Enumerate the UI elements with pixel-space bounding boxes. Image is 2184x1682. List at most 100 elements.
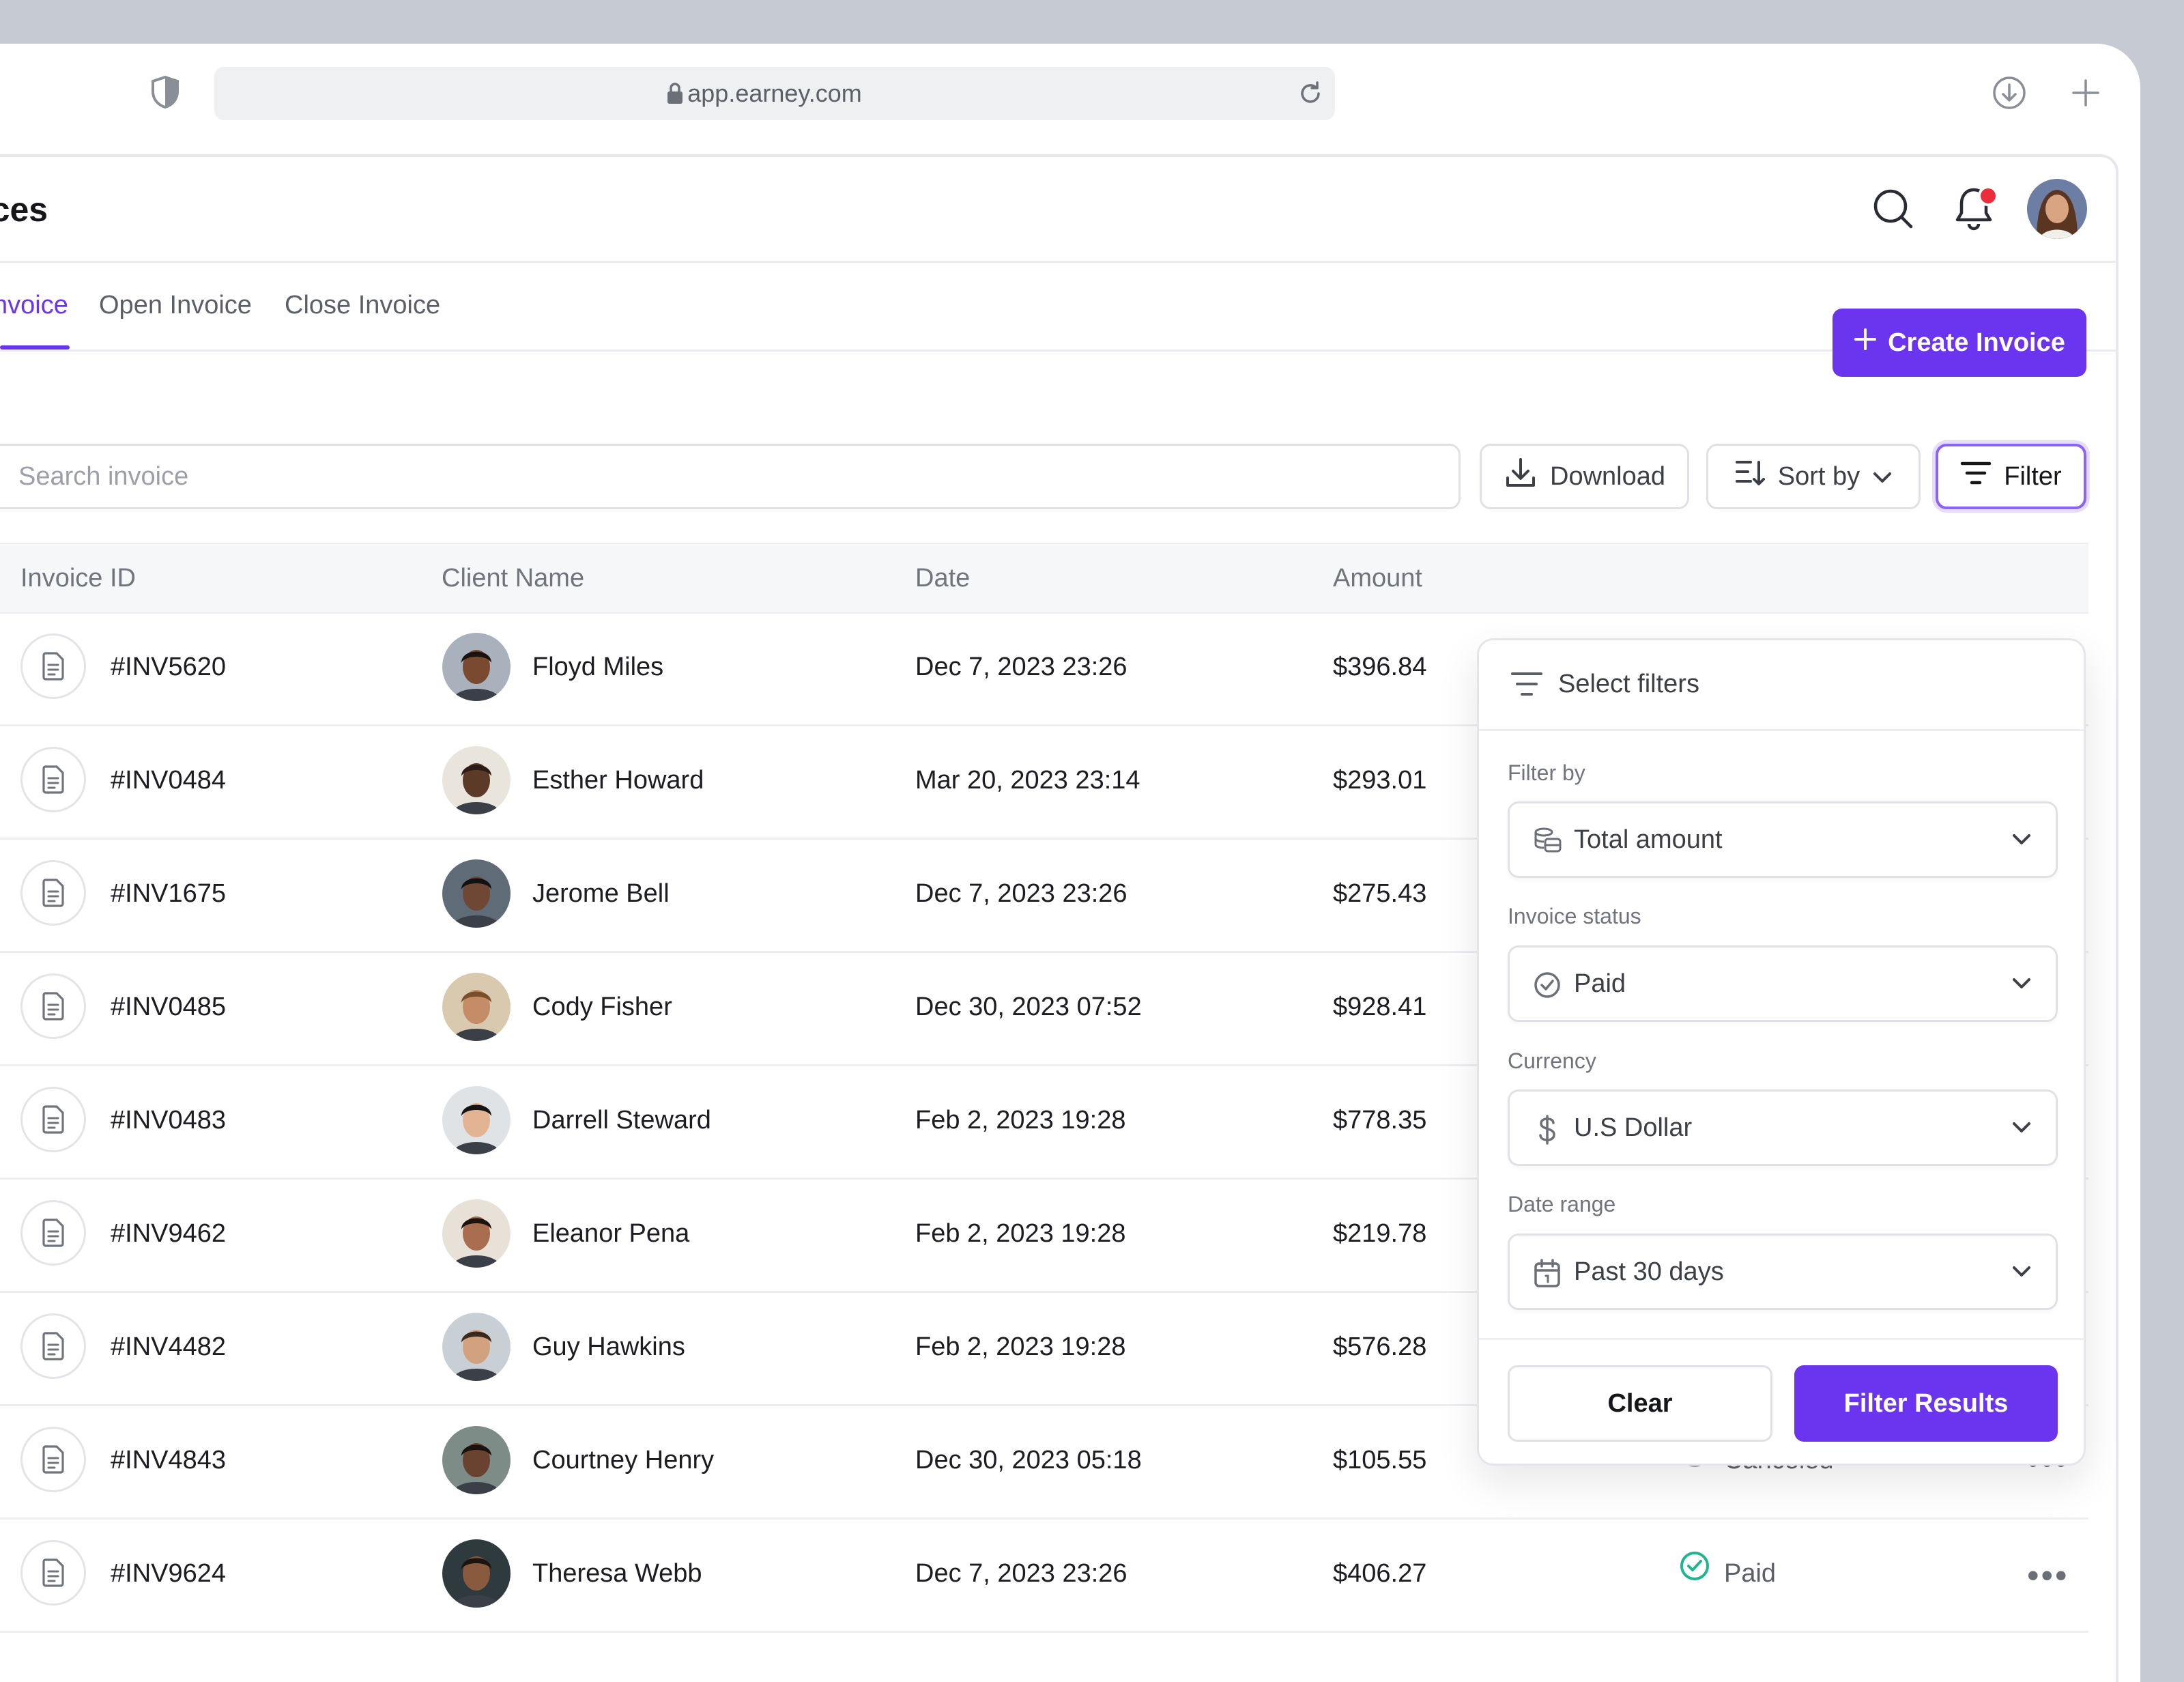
filter-icon [1510,670,1543,701]
chevron-down-icon [2011,1117,2032,1141]
invoice-date: Dec 7, 2023 23:26 [915,879,1127,908]
check-circle-icon [1679,1517,1710,1629]
invoice-amount: $576.28 [1333,1332,1427,1361]
invoice-amount: $928.41 [1333,993,1427,1021]
sort-by-label: Sort by [1777,461,1860,491]
filter-results-button[interactable]: Filter Results [1794,1365,2058,1442]
chevron-down-icon [2011,829,2032,853]
client-avatar [442,1199,511,1268]
filter-panel-title: Select filters [1558,670,1699,698]
invoice-status-select[interactable]: Paid [1508,945,2058,1022]
clear-button[interactable]: Clear [1508,1365,1772,1442]
chevron-down-icon [2011,973,2032,997]
invoice-date: Dec 7, 2023 23:26 [915,1559,1127,1588]
invoice-amount: $778.35 [1333,1106,1427,1135]
tab-invoice[interactable]: nvoice [0,291,68,319]
currency-select[interactable]: U.S Dollar [1508,1089,2058,1166]
user-avatar[interactable] [2027,179,2087,239]
invoice-amount: $396.84 [1333,653,1427,681]
new-tab-icon[interactable] [2071,78,2101,111]
reload-icon[interactable] [1297,80,1324,111]
table-row[interactable]: #INV9624 Theresa Webb Dec 7, 2023 23:26 $40… [0,1517,2088,1633]
client-avatar [442,1086,511,1154]
search-icon[interactable] [1871,187,1915,234]
column-client-name[interactable]: Client Name [442,564,585,593]
filter-icon [1960,460,1992,493]
plus-icon [1854,328,1877,358]
invoice-date: Feb 2, 2023 19:28 [915,1106,1126,1135]
create-invoice-button[interactable]: Create Invoice [1833,309,2086,377]
status-badge: Paid [1679,1517,1776,1629]
column-date[interactable]: Date [915,564,971,593]
document-icon [20,1087,86,1152]
currency-label: Currency [1508,1049,1596,1073]
date-range-select[interactable]: Past 30 days [1508,1234,2058,1310]
address-bar[interactable]: app.earney.com [214,67,1335,120]
document-icon [20,747,86,812]
filter-button[interactable]: Filter [1936,444,2086,509]
table-row[interactable]: #INV0483 Darrell Steward Feb 2, 2023 19:28… [0,1064,2088,1180]
invoice-amount: $293.01 [1333,766,1427,795]
table-row[interactable]: #INV5620 Floyd Miles Dec 7, 2023 23:26 $396… [0,611,2088,726]
client-avatar [442,973,511,1041]
tab-open-invoice[interactable]: Open Invoice [99,291,252,319]
active-tab-indicator [0,345,70,350]
invoice-id[interactable]: #INV9624 [111,1559,227,1588]
client-name: Cody Fisher [532,993,672,1021]
document-icon [20,973,86,1039]
filter-label: Filter [2004,461,2062,491]
invoice-id[interactable]: #INV5620 [111,653,227,681]
create-invoice-label: Create Invoice [1888,328,2065,357]
column-amount[interactable]: Amount [1333,564,1422,593]
sort-by-button[interactable]: Sort by [1706,444,1921,509]
search-input[interactable]: Search invoice [0,444,1461,509]
more-options-icon[interactable]: ••• [2027,1556,2069,1595]
filter-by-select[interactable]: Total amount [1508,801,2058,878]
currency-value: U.S Dollar [1574,1113,1693,1142]
invoice-date: Feb 2, 2023 19:28 [915,1332,1126,1361]
invoice-id[interactable]: #INV0483 [111,1106,227,1135]
document-icon [20,1427,86,1492]
client-name: Floyd Miles [532,653,664,681]
column-invoice-id[interactable]: Invoice ID [20,564,136,593]
date-range-label: Date range [1508,1192,1616,1216]
document-icon [20,1313,86,1379]
invoice-id[interactable]: #INV1675 [111,879,227,908]
invoice-amount: $406.27 [1333,1559,1427,1588]
table-row[interactable]: #INV1675 Jerome Bell Dec 7, 2023 23:26 $275… [0,838,2088,953]
invoice-amount: $275.43 [1333,879,1427,908]
filter-by-value: Total amount [1574,825,1723,854]
download-button[interactable]: Download [1480,444,1689,509]
search-placeholder: Search invoice [18,462,189,491]
table-row[interactable]: #INV0485 Cody Fisher Dec 30, 2023 07:52 $92… [0,951,2088,1066]
sort-icon [1734,458,1766,495]
client-avatar [442,1539,511,1608]
invoice-status-value: Paid [1574,969,1626,998]
document-icon [20,1200,86,1266]
invoice-id[interactable]: #INV4843 [111,1446,227,1474]
download-label: Download [1550,461,1665,491]
downloads-icon[interactable] [1992,75,2027,114]
invoice-id[interactable]: #INV4482 [111,1332,227,1361]
invoice-id[interactable]: #INV0484 [111,766,227,795]
invoice-date: Dec 30, 2023 07:52 [915,993,1142,1021]
chevron-down-icon [1872,462,1893,491]
tab-close-invoice[interactable]: Close Invoice [285,291,441,319]
client-avatar [442,1313,511,1381]
document-icon [20,860,86,926]
notification-dot [1978,186,1998,206]
table-row[interactable]: #INV0484 Esther Howard Mar 20, 2023 23:14 $… [0,724,2088,840]
table-header: Invoice ID Client Name Date Amount [0,543,2088,614]
invoice-id[interactable]: #INV0485 [111,993,227,1021]
table-row[interactable]: #INV9462 Eleanor Pena Feb 2, 2023 19:28 $21… [0,1178,2088,1293]
shield-icon[interactable] [150,75,180,113]
chevron-down-icon [2011,1262,2032,1285]
table-row[interactable]: #INV4482 Guy Hawkins Feb 2, 2023 19:28 $576… [0,1291,2088,1406]
filter-panel-header: Select filters [1479,640,2084,731]
document-icon [20,1540,86,1606]
invoice-id[interactable]: #INV9462 [111,1219,227,1248]
